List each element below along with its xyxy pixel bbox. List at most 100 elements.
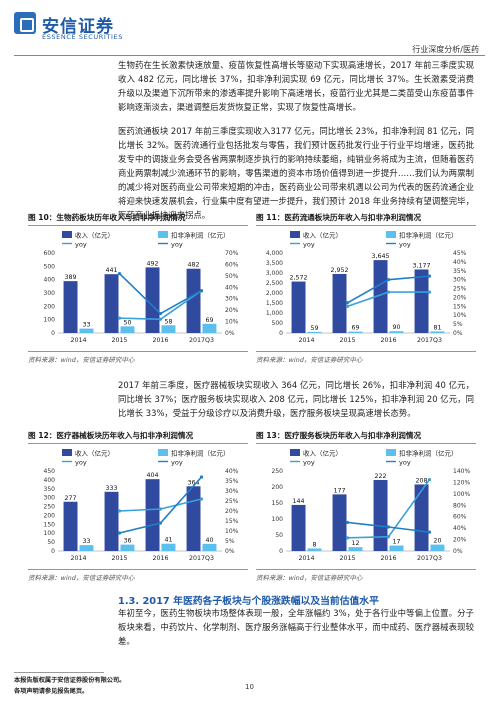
x-tick-label: 2014: [298, 555, 314, 562]
x-tick-label: 2017Q3: [417, 337, 442, 344]
yoy-point: [427, 477, 432, 482]
x-tick-label: 2016: [380, 555, 396, 562]
y-tick-right: 30%: [225, 296, 239, 303]
figure-11-chart: 收入（亿元） 扣非净利润（亿元）yoy yoy05001,0001,5002,000…: [266, 231, 467, 345]
bar-profit: [307, 548, 322, 551]
y-tick-left: 0: [51, 330, 55, 337]
y-tick-left: 400: [44, 277, 56, 284]
figure-12-bottom-rule: [28, 569, 248, 570]
y-tick-right: 25%: [225, 498, 239, 505]
yoy-point: [386, 525, 391, 529]
x-tick-label: 2014: [70, 337, 86, 344]
legend-label: yoy: [399, 241, 411, 249]
y-tick-left: 500: [272, 320, 284, 327]
yoy-point: [158, 317, 163, 321]
bar-revenue: [373, 260, 388, 333]
y-tick-left: 200: [272, 484, 284, 491]
bar-profit: [161, 325, 176, 333]
legend-swatch: [386, 231, 396, 238]
yoy-point: [158, 521, 163, 525]
y-tick-right: 80%: [453, 502, 467, 509]
legend-swatch: [62, 231, 72, 238]
y-tick-left: 200: [44, 512, 56, 519]
y-tick-right: 25%: [453, 286, 467, 293]
bar-revenue: [414, 484, 429, 551]
bar-profit: [348, 331, 363, 333]
bar-label-profit: 69: [205, 317, 213, 324]
y-tick-left: 0: [51, 548, 55, 555]
x-tick-label: 2015: [111, 337, 127, 344]
figure-10-bottom-rule: [28, 351, 248, 352]
yoy-point: [345, 304, 350, 308]
y-tick-left: 450: [44, 468, 56, 475]
bar-label-profit: 81: [433, 324, 441, 331]
yoy-point: [199, 289, 204, 293]
legend-label: yoy: [399, 459, 411, 467]
y-tick-left: 2,000: [266, 290, 283, 297]
legend-swatch: [158, 449, 168, 456]
y-tick-left: 350: [44, 486, 56, 493]
y-tick-left: 4,000: [266, 250, 283, 257]
yoy-point: [199, 497, 204, 501]
x-tick-label: 2014: [298, 337, 314, 344]
y-tick-left: 400: [44, 477, 56, 484]
paragraph-biopharma: 生物药在生长激素快速放量、疫苗恢复性高增长等驱动下实现高速增长，2017 年前三…: [118, 60, 474, 112]
y-tick-right: 140%: [453, 468, 470, 475]
bar-profit: [430, 331, 445, 333]
y-tick-left: 500: [44, 263, 56, 270]
y-tick-right: 100%: [453, 491, 470, 498]
figure-12-rule: [28, 443, 248, 444]
x-tick-label: 2015: [339, 555, 355, 562]
bar-revenue: [145, 267, 160, 333]
bar-profit: [348, 547, 363, 551]
bar-revenue: [145, 479, 160, 551]
y-tick-right: 10%: [453, 312, 467, 319]
paragraph-market-performance: 年初至今，医药生物板块市场整体表现一般，全年涨幅约 3%，处于各行业中等偏上位置…: [118, 608, 474, 646]
y-tick-right: 40%: [225, 468, 239, 475]
bar-profit: [307, 331, 322, 333]
bar-revenue: [291, 504, 306, 551]
figure-11-bottom-rule: [256, 351, 476, 352]
y-tick-right: 30%: [453, 277, 467, 284]
bar-revenue: [104, 491, 119, 551]
page-number: 10: [245, 683, 254, 691]
legend-swatch: [386, 449, 396, 456]
yoy-point: [386, 278, 391, 282]
y-tick-left: 1,500: [266, 300, 283, 307]
legend-label: yoy: [303, 459, 315, 467]
y-tick-left: 100: [44, 530, 56, 537]
bar-label-profit: 40: [205, 537, 213, 544]
figure-10-rule: [28, 225, 248, 226]
yoy-point: [158, 507, 163, 511]
yoy-point: [199, 475, 204, 479]
y-tick-left: 2,500: [266, 280, 283, 287]
y-tick-right: 40%: [453, 525, 467, 532]
bar-label-profit: 50: [123, 319, 131, 326]
yoy-point: [386, 290, 391, 294]
y-tick-left: 3,000: [266, 270, 283, 277]
bar-revenue: [373, 479, 388, 551]
legend-label: yoy: [75, 241, 87, 249]
y-tick-left: 50: [47, 539, 55, 546]
y-tick-left: 250: [272, 468, 284, 475]
x-tick-label: 2015: [339, 337, 355, 344]
y-tick-right: 20%: [225, 307, 239, 314]
y-tick-left: 50: [275, 532, 283, 539]
bar-revenue: [332, 273, 347, 333]
bar-label-profit: 41: [164, 537, 172, 544]
figure-10-title: 图 10：生物药板块历年收入与扣非净利润情况: [28, 213, 186, 222]
yoy-point: [158, 311, 163, 316]
bar-profit: [79, 545, 94, 551]
y-tick-right: 10%: [225, 528, 239, 535]
footer-line-1: 本报告版权属于安信证券股份有限公司。: [14, 677, 126, 684]
bar-profit: [161, 543, 176, 551]
x-tick-label: 2016: [152, 555, 168, 562]
bar-label-profit: 33: [82, 322, 90, 329]
y-tick-right: 45%: [453, 250, 467, 257]
figure-11-source: 资料来源：wind，安信证券研究中心: [256, 356, 363, 364]
y-tick-left: 300: [44, 495, 56, 502]
bar-profit: [120, 544, 135, 551]
bar-profit: [389, 331, 404, 333]
y-tick-right: 35%: [453, 268, 467, 275]
y-tick-right: 10%: [225, 319, 239, 326]
